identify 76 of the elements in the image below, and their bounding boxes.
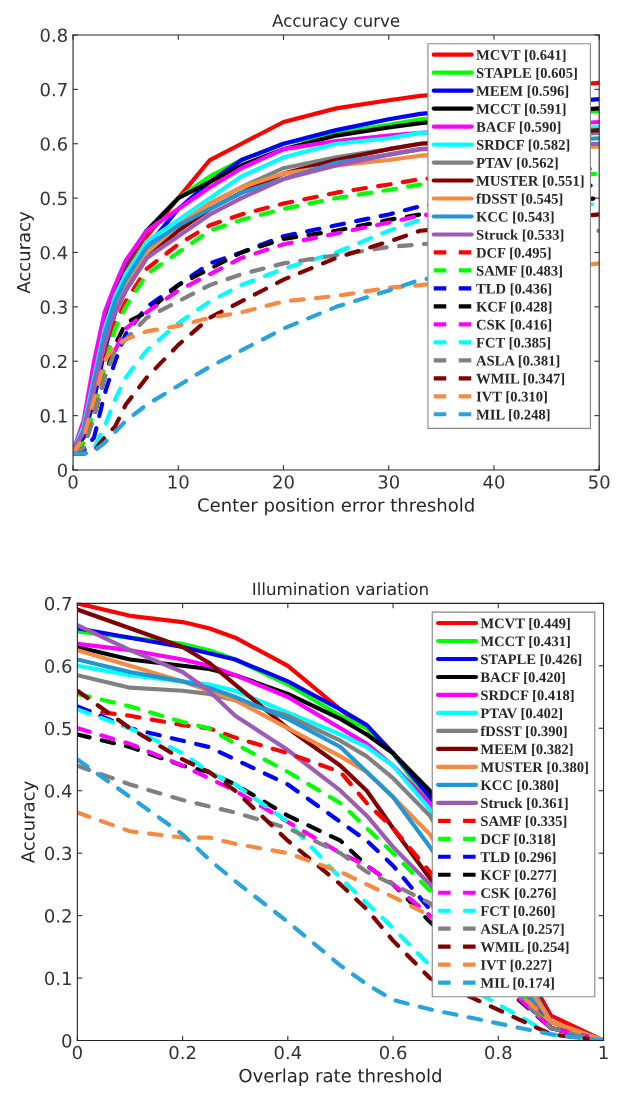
legend-label: fDSST [0.390] xyxy=(480,725,567,738)
legend-label: ASLA [0.381] xyxy=(476,355,560,368)
y-tick-label: 0.3 xyxy=(40,300,67,314)
legend-label: PTAV [0.562] xyxy=(476,157,558,170)
legend-label: CSK [0.276] xyxy=(481,887,556,900)
legend-label: MCVT [0.641] xyxy=(476,49,566,62)
x-axis-title: Center position error threshold xyxy=(198,497,474,516)
x-tick-label: 40 xyxy=(483,475,505,489)
x-tick-label: 0.8 xyxy=(485,1045,512,1060)
y-axis-title: Accuracy xyxy=(21,781,39,864)
legend-label: MUSTER [0.380] xyxy=(480,761,588,774)
legend-label: STAPLE [0.605] xyxy=(476,67,577,80)
legend-label: MEEM [0.382] xyxy=(480,743,573,756)
legend-label: WMIL [0.254] xyxy=(480,941,569,954)
legend-label: MCCT [0.431] xyxy=(480,635,570,649)
y-tick-label: 0.1 xyxy=(40,409,67,423)
legend-label: MIL [0.248] xyxy=(476,409,550,422)
y-tick-label: 0.6 xyxy=(44,659,72,673)
x-tick-label: 0.4 xyxy=(274,1045,302,1060)
chart-title: Illumination variation xyxy=(253,582,428,596)
legend-label: FCT [0.260] xyxy=(480,905,555,918)
x-tick-label: 0 xyxy=(72,1045,82,1060)
y-tick-label: 0.7 xyxy=(40,82,67,97)
legend-label: fDSST [0.545] xyxy=(476,193,563,206)
legend-label: KCF [0.277] xyxy=(480,869,556,882)
legend-label: ASLA [0.257] xyxy=(480,923,564,936)
y-tick-label: 0.5 xyxy=(40,191,67,206)
legend-label: IVT [0.310] xyxy=(476,391,547,404)
legend-label: DCF [0.318] xyxy=(480,833,555,846)
legend-label: STAPLE [0.426] xyxy=(481,653,582,667)
legend-label: BACF [0.590] xyxy=(476,121,561,134)
x-tick-label: 1 xyxy=(599,1045,608,1060)
y-tick-label: 0 xyxy=(62,1033,72,1048)
legend-label: PTAV [0.402] xyxy=(480,707,562,720)
x-tick-label: 30 xyxy=(378,475,400,489)
x-axis-title: Overlap rate threshold xyxy=(239,1068,441,1086)
legend-label: SAMF [0.483] xyxy=(476,265,562,278)
y-tick-label: 0.3 xyxy=(44,846,72,861)
legend-label: MIL [0.174] xyxy=(480,977,554,990)
legend-label: Struck [0.533] xyxy=(476,229,564,242)
x-tick-label: 0.2 xyxy=(169,1045,196,1060)
legend-label: KCC [0.380] xyxy=(480,779,558,792)
y-axis-title: Accuracy xyxy=(16,211,34,294)
legend-label: WMIL [0.347] xyxy=(476,373,565,386)
legend-label: DCF [0.495] xyxy=(476,247,551,260)
x-tick-label: 50 xyxy=(589,475,610,489)
x-tick-label: 20 xyxy=(273,475,294,489)
chart-title: Accuracy curve xyxy=(272,14,400,31)
legend-label: KCC [0.543] xyxy=(476,211,554,224)
legend-label: FCT [0.385] xyxy=(476,337,551,350)
y-tick-label: 0.4 xyxy=(44,784,72,798)
legend-label: MEEM [0.596] xyxy=(476,85,569,98)
legend-label: TLD [0.436] xyxy=(476,283,552,296)
legend-label: TLD [0.296] xyxy=(480,851,556,864)
legend-label: SAMF [0.335] xyxy=(481,815,567,828)
legend-label: IVT [0.227] xyxy=(480,959,552,972)
y-tick-label: 0 xyxy=(57,463,67,478)
y-tick-label: 0.7 xyxy=(44,596,71,611)
y-tick-label: 0.8 xyxy=(40,28,67,43)
x-tick-label: 0.6 xyxy=(379,1045,407,1060)
legend-label: KCF [0.428] xyxy=(476,301,552,314)
legend-label: CSK [0.416] xyxy=(476,319,552,332)
y-tick-label: 0.4 xyxy=(40,245,68,260)
y-tick-label: 0.2 xyxy=(40,354,67,369)
y-tick-label: 0.1 xyxy=(44,971,71,986)
y-tick-label: 0.2 xyxy=(44,909,71,923)
y-tick-label: 0.5 xyxy=(44,721,71,736)
legend-label: SRDCF [0.582] xyxy=(476,139,570,152)
legend-label: BACF [0.420] xyxy=(480,671,565,685)
legend-label: SRDCF [0.418] xyxy=(481,689,574,702)
x-tick-label: 10 xyxy=(168,475,189,489)
legend-label: Struck [0.361] xyxy=(481,797,568,810)
legend-label: MCCT [0.591] xyxy=(476,103,566,116)
y-tick-label: 0.6 xyxy=(40,137,68,151)
legend-label: MUSTER [0.551] xyxy=(476,175,584,188)
legend-label: MCVT [0.449] xyxy=(480,618,570,631)
